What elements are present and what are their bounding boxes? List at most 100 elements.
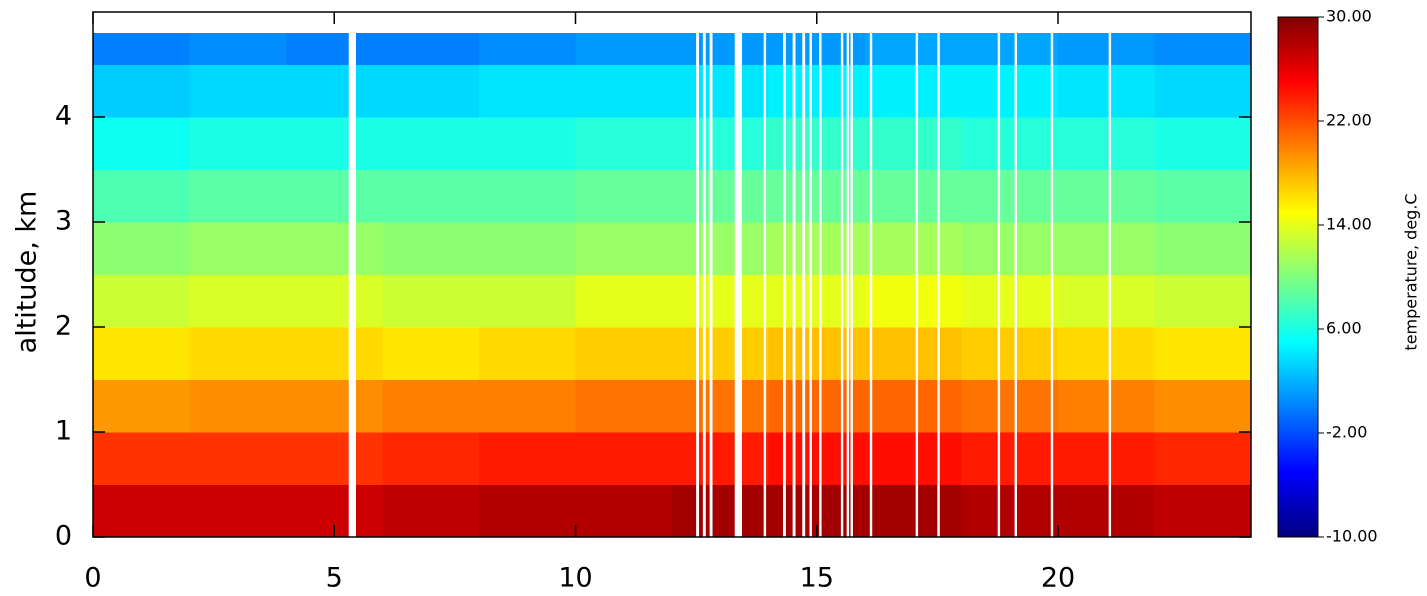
y-axis-label: altitude, km <box>12 191 43 354</box>
heat-cell <box>382 117 480 170</box>
heat-cell <box>865 327 962 380</box>
heat-cell <box>93 222 190 275</box>
heat-cell <box>672 222 769 275</box>
heat-cell <box>865 484 962 538</box>
heat-cell <box>1058 169 1155 223</box>
missing-data-gap <box>792 12 796 537</box>
heat-cell <box>479 117 576 170</box>
colorbar-tick-label: 30.00 <box>1326 7 1372 26</box>
heat-cell <box>479 274 576 328</box>
heat-cell <box>1058 117 1155 170</box>
heat-cell <box>961 64 1059 118</box>
missing-data-gap <box>850 12 853 537</box>
heat-cell <box>672 117 769 170</box>
missing-data-gap <box>1050 12 1054 537</box>
heat-cell <box>865 432 962 485</box>
heat-cell <box>479 484 576 538</box>
heat-cell <box>382 327 480 380</box>
heat-cell <box>961 327 1059 380</box>
heat-cell <box>1154 64 1252 118</box>
heat-cell <box>93 379 190 433</box>
heat-cell <box>189 222 287 275</box>
heat-cell <box>93 169 190 223</box>
missing-data-gap <box>1014 12 1017 537</box>
heat-cell <box>382 379 480 433</box>
plot-frame <box>92 11 1252 538</box>
missing-data-gap <box>840 12 844 537</box>
heat-cell <box>479 379 576 433</box>
heat-cell <box>575 432 673 485</box>
heat-cell <box>865 64 962 118</box>
heat-cell <box>189 327 287 380</box>
heat-cell <box>189 379 287 433</box>
heat-cell <box>479 33 576 65</box>
y-tick-label: 3 <box>55 206 72 237</box>
heat-cell <box>479 169 576 223</box>
heat-cell <box>382 169 480 223</box>
missing-data-gap <box>709 12 713 537</box>
heat-cell <box>1058 484 1155 538</box>
heat-cell <box>1154 484 1252 538</box>
heat-cell <box>382 484 480 538</box>
heat-cell <box>672 379 769 433</box>
heat-cell <box>1154 379 1252 433</box>
missing-data-gap <box>348 12 356 537</box>
heat-cell <box>286 222 383 275</box>
heat-cell <box>189 117 287 170</box>
heat-cell <box>865 169 962 223</box>
heat-cell <box>93 432 190 485</box>
heat-cell <box>575 484 673 538</box>
heat-cell <box>1058 64 1155 118</box>
heat-cell <box>865 33 962 65</box>
heat-cell <box>479 432 576 485</box>
heat-cell <box>1058 222 1155 275</box>
heat-cell <box>672 274 769 328</box>
heat-cell <box>961 274 1059 328</box>
heat-cell <box>479 222 576 275</box>
heat-cell <box>961 33 1059 65</box>
missing-data-gap <box>702 12 706 537</box>
colorbar-tick-label: 6.00 <box>1326 319 1362 338</box>
heat-cell <box>382 33 480 65</box>
missing-data-gap <box>846 12 850 537</box>
colorbar-label: temperature, deg.C <box>1402 193 1421 350</box>
heat-cell <box>1154 169 1252 223</box>
heat-cell <box>189 64 287 118</box>
x-tick-label: 5 <box>326 563 343 594</box>
heat-cell <box>1058 379 1155 433</box>
colorbar-tick-label: 22.00 <box>1326 111 1372 130</box>
missing-data-gap <box>819 12 822 537</box>
heat-cell <box>961 169 1059 223</box>
heat-cell <box>865 379 962 433</box>
heat-cell <box>961 222 1059 275</box>
x-tick-label: 10 <box>558 563 592 594</box>
heatmap <box>93 33 1252 538</box>
heat-cell <box>93 33 190 65</box>
heat-cell <box>479 327 576 380</box>
x-tick-label: 15 <box>800 563 834 594</box>
colorbar-tick-label: -2.00 <box>1326 423 1367 442</box>
missing-data-gap <box>997 12 1001 537</box>
heat-cell <box>575 274 673 328</box>
missing-data-gap <box>937 12 940 537</box>
heat-cell <box>286 117 383 170</box>
missing-data-gap <box>696 12 700 537</box>
heat-cell <box>286 379 383 433</box>
heat-cell <box>1154 432 1252 485</box>
heat-cell <box>961 117 1059 170</box>
heat-cell <box>189 274 287 328</box>
heat-cell <box>93 484 190 538</box>
heat-cell <box>672 64 769 118</box>
heat-cell <box>865 222 962 275</box>
heat-cell <box>93 64 190 118</box>
heat-cell <box>1154 117 1252 170</box>
heat-cell <box>189 33 287 65</box>
heat-cell <box>961 484 1059 538</box>
missing-data-gap <box>802 12 806 537</box>
missing-data-gap <box>809 12 812 537</box>
colorbar <box>1277 16 1319 538</box>
missing-data-gap <box>915 12 919 537</box>
heat-cell <box>286 64 383 118</box>
heat-cell <box>575 222 673 275</box>
